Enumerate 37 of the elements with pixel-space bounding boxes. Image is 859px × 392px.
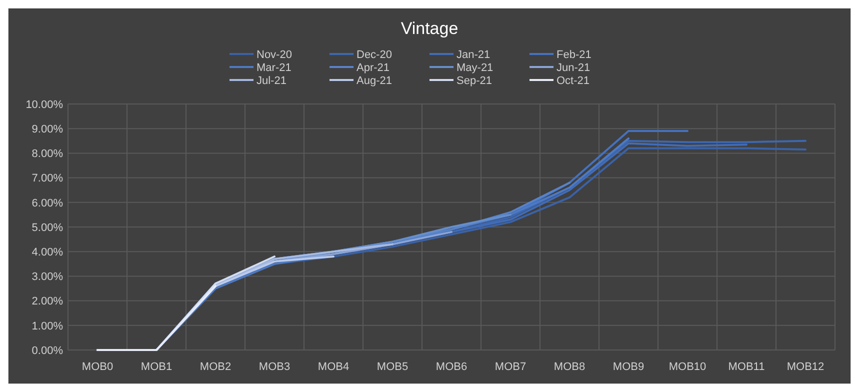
x-tick-label: MOB3 — [258, 361, 290, 373]
x-tick-label: MOB4 — [318, 361, 350, 373]
y-tick-label: 3.00% — [32, 271, 64, 284]
x-tick-label: MOB6 — [436, 361, 468, 373]
legend-label: Sep-21 — [456, 74, 492, 87]
y-tick-label: 4.00% — [32, 246, 64, 258]
legend-label: May-21 — [456, 62, 494, 74]
legend-label: Apr-21 — [356, 62, 390, 74]
x-tick-label: MOB0 — [82, 361, 114, 373]
y-tick-label: 6.00% — [32, 197, 64, 210]
legend-label: Dec-20 — [356, 48, 392, 61]
y-tick-label: 2.00% — [32, 296, 64, 308]
legend-label: Mar-21 — [256, 62, 292, 74]
y-tick-label: 5.00% — [32, 222, 64, 234]
y-tick-label: 9.00% — [32, 123, 64, 136]
x-tick-label: MOB10 — [668, 361, 706, 373]
x-tick-label: MOB12 — [786, 361, 824, 373]
legend-label: Oct-21 — [556, 74, 590, 87]
x-tick-label: MOB7 — [494, 361, 526, 373]
legend-label: Feb-21 — [556, 48, 592, 61]
legend-label: Aug-21 — [356, 74, 392, 87]
x-tick-label: MOB11 — [728, 361, 765, 373]
x-tick-label: MOB2 — [200, 361, 232, 373]
legend-label: Nov-20 — [256, 48, 292, 61]
legend-label: Jun-21 — [556, 62, 590, 74]
y-tick-label: 8.00% — [32, 148, 64, 160]
x-tick-label: MOB5 — [376, 361, 408, 373]
chart-title: Vintage — [400, 19, 458, 38]
x-tick-label: MOB1 — [140, 361, 172, 373]
y-tick-label: 7.00% — [32, 172, 64, 185]
y-tick-label: 0.00% — [32, 344, 64, 357]
legend-label: Jul-21 — [256, 74, 286, 87]
y-tick-label: 10.00% — [26, 98, 64, 111]
y-tick-label: 1.00% — [32, 320, 64, 332]
x-tick-label: MOB8 — [554, 361, 586, 373]
x-tick-label: MOB9 — [612, 361, 644, 373]
legend-label: Jan-21 — [456, 48, 490, 61]
